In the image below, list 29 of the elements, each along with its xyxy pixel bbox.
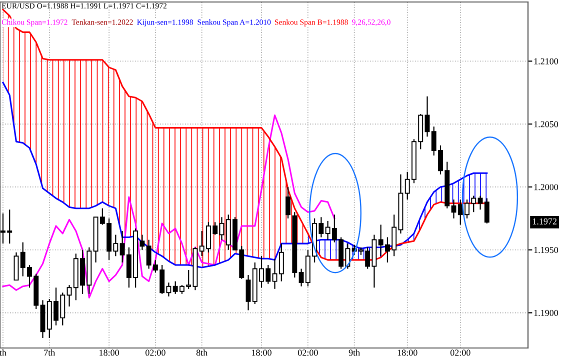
candlestick xyxy=(272,258,278,290)
candlestick xyxy=(451,198,456,219)
x-tick-label: 02:00 xyxy=(450,350,470,356)
candlestick xyxy=(278,243,284,282)
candlestick xyxy=(484,198,490,224)
x-tick-label: 02:00 xyxy=(298,350,318,356)
y-tick-label: 1.2050 xyxy=(534,121,558,128)
candlestick xyxy=(286,186,291,219)
line-series xyxy=(2,82,488,268)
x-tick-label: 18:00 xyxy=(398,350,418,356)
x-tick-label: 02:00 xyxy=(146,350,166,356)
x-tick-label: 18:00 xyxy=(252,350,272,356)
x-tick-label: 18:00 xyxy=(100,350,119,356)
candlestick xyxy=(14,252,19,281)
x-tick-label: th xyxy=(0,349,6,356)
y-tick-label: 1.1900 xyxy=(534,310,558,316)
candlestick xyxy=(424,96,430,138)
x-tick-label: 9th xyxy=(348,349,360,356)
x-tick-label: 7th xyxy=(44,349,56,356)
candlestick xyxy=(246,274,251,311)
x-tick-label: 8th xyxy=(196,349,208,356)
y-tick-label: 1.2100 xyxy=(534,58,558,64)
candlestick xyxy=(219,216,224,240)
y-tick-label: 1.1950 xyxy=(534,246,558,254)
text: 1.1972 xyxy=(532,218,556,224)
candlestick xyxy=(478,195,483,210)
line-series xyxy=(2,114,336,298)
candlestick xyxy=(66,284,72,308)
y-tick-label: 1.2000 xyxy=(534,184,558,190)
